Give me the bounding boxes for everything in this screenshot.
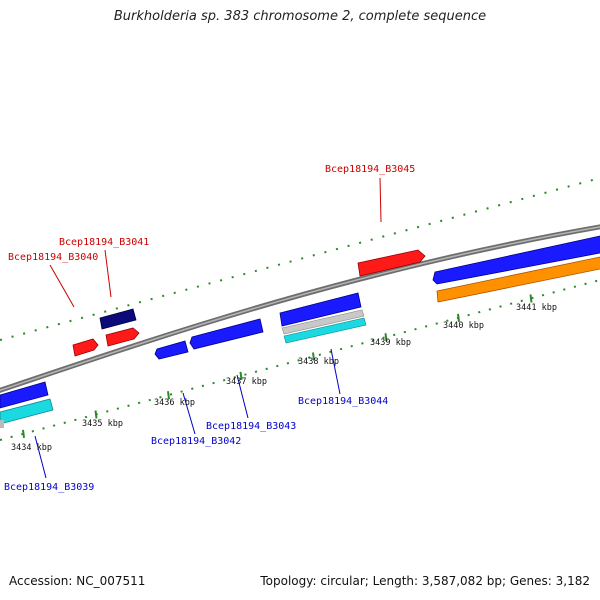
gene-bcep18194-b3044[interactable] <box>279 292 362 327</box>
map-title: Burkholderia sp. 383 chromosome 2, compl… <box>113 9 487 24</box>
tick-marks <box>22 294 533 438</box>
gene-blue-right[interactable] <box>432 235 600 285</box>
tick-label: 3438 kbp <box>298 357 339 367</box>
gene-label[interactable]: Bcep18194_B3043 <box>206 421 296 432</box>
gene-orange-right[interactable] <box>436 256 600 303</box>
gene-bcep18194-b3041[interactable] <box>99 308 137 330</box>
gene-label[interactable]: Bcep18194_B3045 <box>325 164 415 175</box>
tick-mark <box>457 313 460 322</box>
topology-summary: Topology: circular; Length: 3,587,082 bp… <box>260 574 590 588</box>
tick-label: 3440 kbp <box>443 321 484 331</box>
tick-mark <box>94 410 98 419</box>
tick-mark <box>384 333 388 342</box>
inner-ruler <box>0 279 600 441</box>
gene-label[interactable]: Bcep18194_B3044 <box>298 396 388 407</box>
tick-mark <box>529 294 533 303</box>
tick-label: 3436 kbp <box>154 398 195 408</box>
tick-label: 3434 kbp <box>11 443 52 453</box>
tick-mark <box>239 371 243 380</box>
grey-feature <box>281 309 365 335</box>
accession-label: Accession: NC_007511 <box>9 574 146 588</box>
gene-label[interactable]: Bcep18194_B3041 <box>59 237 149 248</box>
gene-bcep18194-b3045[interactable] <box>357 249 426 277</box>
cds-bcep18194-b3044[interactable] <box>283 317 367 344</box>
cds-bcep18194-b3039[interactable] <box>0 398 54 425</box>
gene-red-left-1[interactable] <box>105 327 140 347</box>
tick-label: 3441 kbp <box>516 303 557 313</box>
gene-label[interactable]: Bcep18194_B3039 <box>4 482 94 493</box>
gene-bcep18194-b3042[interactable] <box>154 340 189 360</box>
gene-label[interactable]: Bcep18194_B3042 <box>151 436 241 447</box>
gene-bcep18194-b3043[interactable] <box>189 318 264 350</box>
grey-edge-feature <box>0 420 4 428</box>
tick-mark <box>22 429 25 438</box>
gene-label[interactable]: Bcep18194_B3040 <box>8 252 98 263</box>
tick-label: 3439 kbp <box>370 338 411 348</box>
tick-label: 3437 kbp <box>226 377 267 387</box>
tick-mark <box>167 391 170 400</box>
tick-mark <box>312 352 315 361</box>
gene-red-left-2[interactable] <box>72 338 99 357</box>
gene-bcep18194-b3039[interactable] <box>0 381 49 409</box>
tick-label: 3435 kbp <box>82 419 123 429</box>
outer-ruler <box>0 177 600 341</box>
